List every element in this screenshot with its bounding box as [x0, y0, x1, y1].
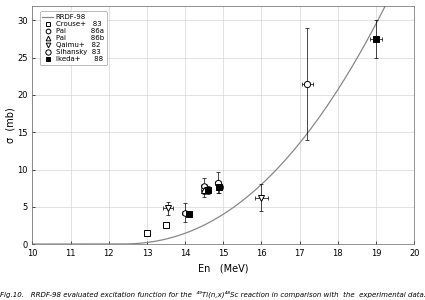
Pai           86a [202, 184, 207, 188]
Ikeda+      88 [206, 188, 211, 191]
Ikeda+      88 [187, 212, 192, 216]
Qaimu+   82 [165, 206, 170, 210]
RRDF-98 [30, 242, 35, 246]
Line: Crouse+   83: Crouse+ 83 [144, 223, 169, 236]
Line: Sihansky  83: Sihansky 83 [215, 81, 310, 186]
Legend: RRDF-98, Crouse+   83, Pai           86a, Pai           86b, Qaimu+   82, Sihans: RRDF-98, Crouse+ 83, Pai 86a, Pai 86b, Q… [40, 11, 107, 65]
Sihansky  83 [215, 181, 220, 185]
Qaimu+   82 [259, 196, 264, 200]
Line: Qaimu+   82: Qaimu+ 82 [165, 195, 264, 211]
Y-axis label: σ  (mb): σ (mb) [6, 107, 16, 143]
X-axis label: En   (MeV): En (MeV) [198, 263, 249, 273]
Sihansky  83 [305, 82, 310, 85]
RRDF-98 [358, 50, 363, 53]
Text: Fig.10.   RRDF-98 evaluated excitation function for the  ⁴⁹Ti(n,x)⁴⁸Sc reaction : Fig.10. RRDF-98 evaluated excitation fun… [0, 291, 425, 298]
Line: Ikeda+      88: Ikeda+ 88 [186, 36, 379, 217]
RRDF-98 [220, 213, 225, 216]
Line: Pai           86a: Pai 86a [182, 183, 207, 215]
RRDF-98 [223, 211, 228, 215]
Line: RRDF-98: RRDF-98 [32, 0, 425, 244]
Crouse+   83 [144, 231, 150, 235]
Pai           86a [183, 211, 188, 214]
Crouse+   83 [164, 224, 169, 227]
RRDF-98 [269, 173, 274, 177]
RRDF-98 [247, 193, 252, 197]
Ikeda+      88 [374, 37, 379, 41]
Ikeda+      88 [217, 186, 222, 189]
